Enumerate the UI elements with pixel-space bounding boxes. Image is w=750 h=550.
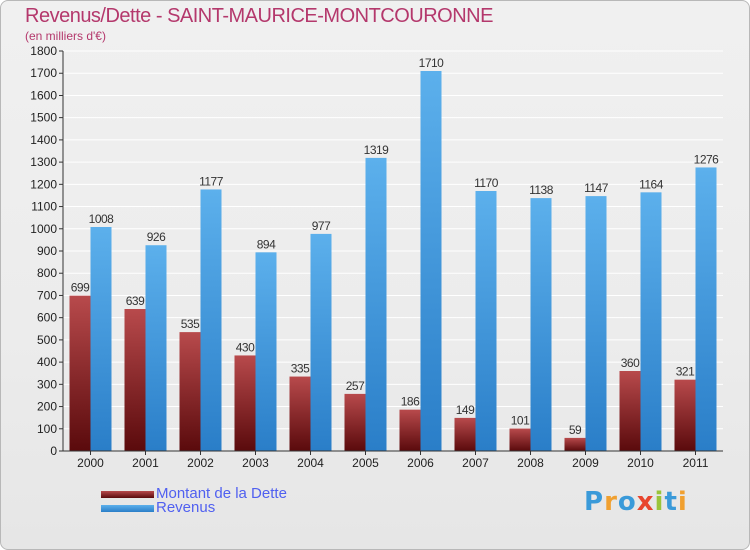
data-label-revenus: 926	[147, 230, 166, 244]
bar-revenus	[365, 157, 387, 451]
data-label-revenus: 1164	[639, 177, 664, 191]
data-label-revenus: 894	[257, 237, 276, 251]
y-tick-label: 1600	[30, 88, 57, 102]
data-label-dette: 101	[511, 414, 530, 428]
y-tick-label: 1000	[30, 222, 57, 236]
data-label-dette: 639	[126, 294, 145, 308]
data-label-dette: 321	[676, 365, 695, 379]
data-label-revenus: 1147	[584, 181, 609, 195]
bar-dette	[674, 379, 696, 451]
legend-item-revenus: Revenus	[101, 499, 287, 516]
legend-label-dette: Montant de la Dette	[156, 485, 287, 502]
chart-legend: Montant de la Dette Revenus	[101, 485, 287, 516]
legend-item-dette: Montant de la Dette	[101, 485, 287, 502]
x-tick-label: 2011	[683, 456, 709, 470]
data-label-dette: 335	[291, 362, 310, 376]
y-tick-label: 400	[37, 355, 57, 369]
data-label-revenus: 1710	[419, 56, 445, 70]
data-label-revenus: 1177	[199, 174, 224, 188]
x-tick-label: 2000	[77, 456, 104, 470]
bar-revenus	[200, 189, 222, 451]
logo-letter: P	[584, 487, 605, 517]
logo-letter: i	[654, 487, 665, 517]
bar-dette	[179, 332, 201, 451]
x-tick-label: 2007	[462, 456, 489, 470]
bar-dette	[564, 437, 586, 451]
data-label-revenus: 977	[312, 219, 331, 233]
x-tick-label: 2009	[572, 456, 599, 470]
logo-letter: t	[664, 487, 678, 517]
y-tick-label: 1100	[31, 200, 57, 214]
bar-revenus	[695, 167, 717, 451]
bar-dette	[69, 295, 91, 451]
y-tick-label: 1200	[30, 177, 57, 191]
logo-letter: x	[636, 487, 655, 517]
data-label-revenus: 1319	[364, 143, 390, 157]
y-tick-label: 500	[37, 333, 57, 347]
data-label-dette: 149	[456, 403, 475, 417]
y-tick-label: 1400	[30, 133, 57, 147]
y-tick-label: 1800	[30, 44, 57, 58]
x-tick-label: 2004	[297, 456, 324, 470]
data-label-revenus: 1170	[474, 176, 499, 190]
bar-revenus	[420, 71, 442, 451]
bar-dette	[399, 409, 421, 451]
data-label-dette: 59	[569, 423, 582, 437]
bar-revenus	[310, 233, 332, 451]
y-tick-label: 1500	[30, 111, 57, 125]
x-tick-label: 2008	[517, 456, 544, 470]
y-tick-label: 900	[37, 244, 57, 258]
logo-letter: o	[617, 487, 637, 517]
data-label-dette: 186	[401, 395, 420, 409]
bar-dette	[454, 417, 476, 451]
bar-revenus	[475, 191, 497, 451]
x-tick-label: 2002	[187, 456, 214, 470]
legend-label-revenus: Revenus	[156, 499, 216, 516]
proxiti-logo: Proxiti	[584, 487, 688, 517]
bar-dette	[289, 376, 311, 451]
y-tick-label: 1700	[30, 66, 57, 80]
bar-dette	[124, 309, 146, 451]
bar-revenus	[640, 192, 662, 452]
x-tick-label: 2001	[132, 456, 159, 470]
data-label-dette: 699	[71, 281, 90, 295]
bar-dette	[619, 371, 641, 451]
legend-swatch-revenus	[101, 504, 154, 512]
chart-subtitle: (en milliers d'€)	[25, 29, 106, 43]
data-label-dette: 360	[621, 356, 640, 370]
y-tick-label: 300	[37, 377, 57, 391]
bar-revenus	[145, 245, 167, 451]
y-tick-label: 100	[37, 422, 57, 436]
bar-dette	[344, 393, 366, 451]
data-label-dette: 535	[181, 317, 200, 331]
y-tick-label: 600	[37, 311, 57, 325]
y-tick-label: 700	[37, 288, 57, 302]
bar-dette	[509, 428, 531, 451]
y-tick-label: 200	[37, 400, 57, 414]
x-tick-label: 2006	[407, 456, 434, 470]
logo-letter: r	[604, 487, 618, 517]
chart-title: Revenus/Dette - SAINT-MAURICE-MONTCOURON…	[25, 5, 493, 27]
x-tick-label: 2005	[352, 456, 379, 470]
y-tick-label: 0	[50, 444, 57, 458]
legend-swatch-dette	[101, 490, 154, 498]
y-tick-label: 1300	[30, 155, 57, 169]
x-tick-label: 2003	[242, 456, 269, 470]
bar-revenus	[90, 227, 112, 451]
x-tick-label: 2010	[627, 456, 654, 470]
bar-revenus	[585, 196, 607, 451]
bar-revenus	[530, 198, 552, 451]
y-tick-label: 800	[37, 266, 57, 280]
data-label-revenus: 1138	[529, 183, 554, 197]
bar-revenus	[255, 252, 277, 451]
logo-letter: i	[677, 487, 688, 517]
data-label-revenus: 1008	[89, 212, 115, 226]
bar-dette	[234, 355, 256, 451]
data-label-revenus: 1276	[694, 152, 720, 166]
data-label-dette: 430	[236, 340, 255, 354]
data-label-dette: 257	[346, 379, 365, 393]
